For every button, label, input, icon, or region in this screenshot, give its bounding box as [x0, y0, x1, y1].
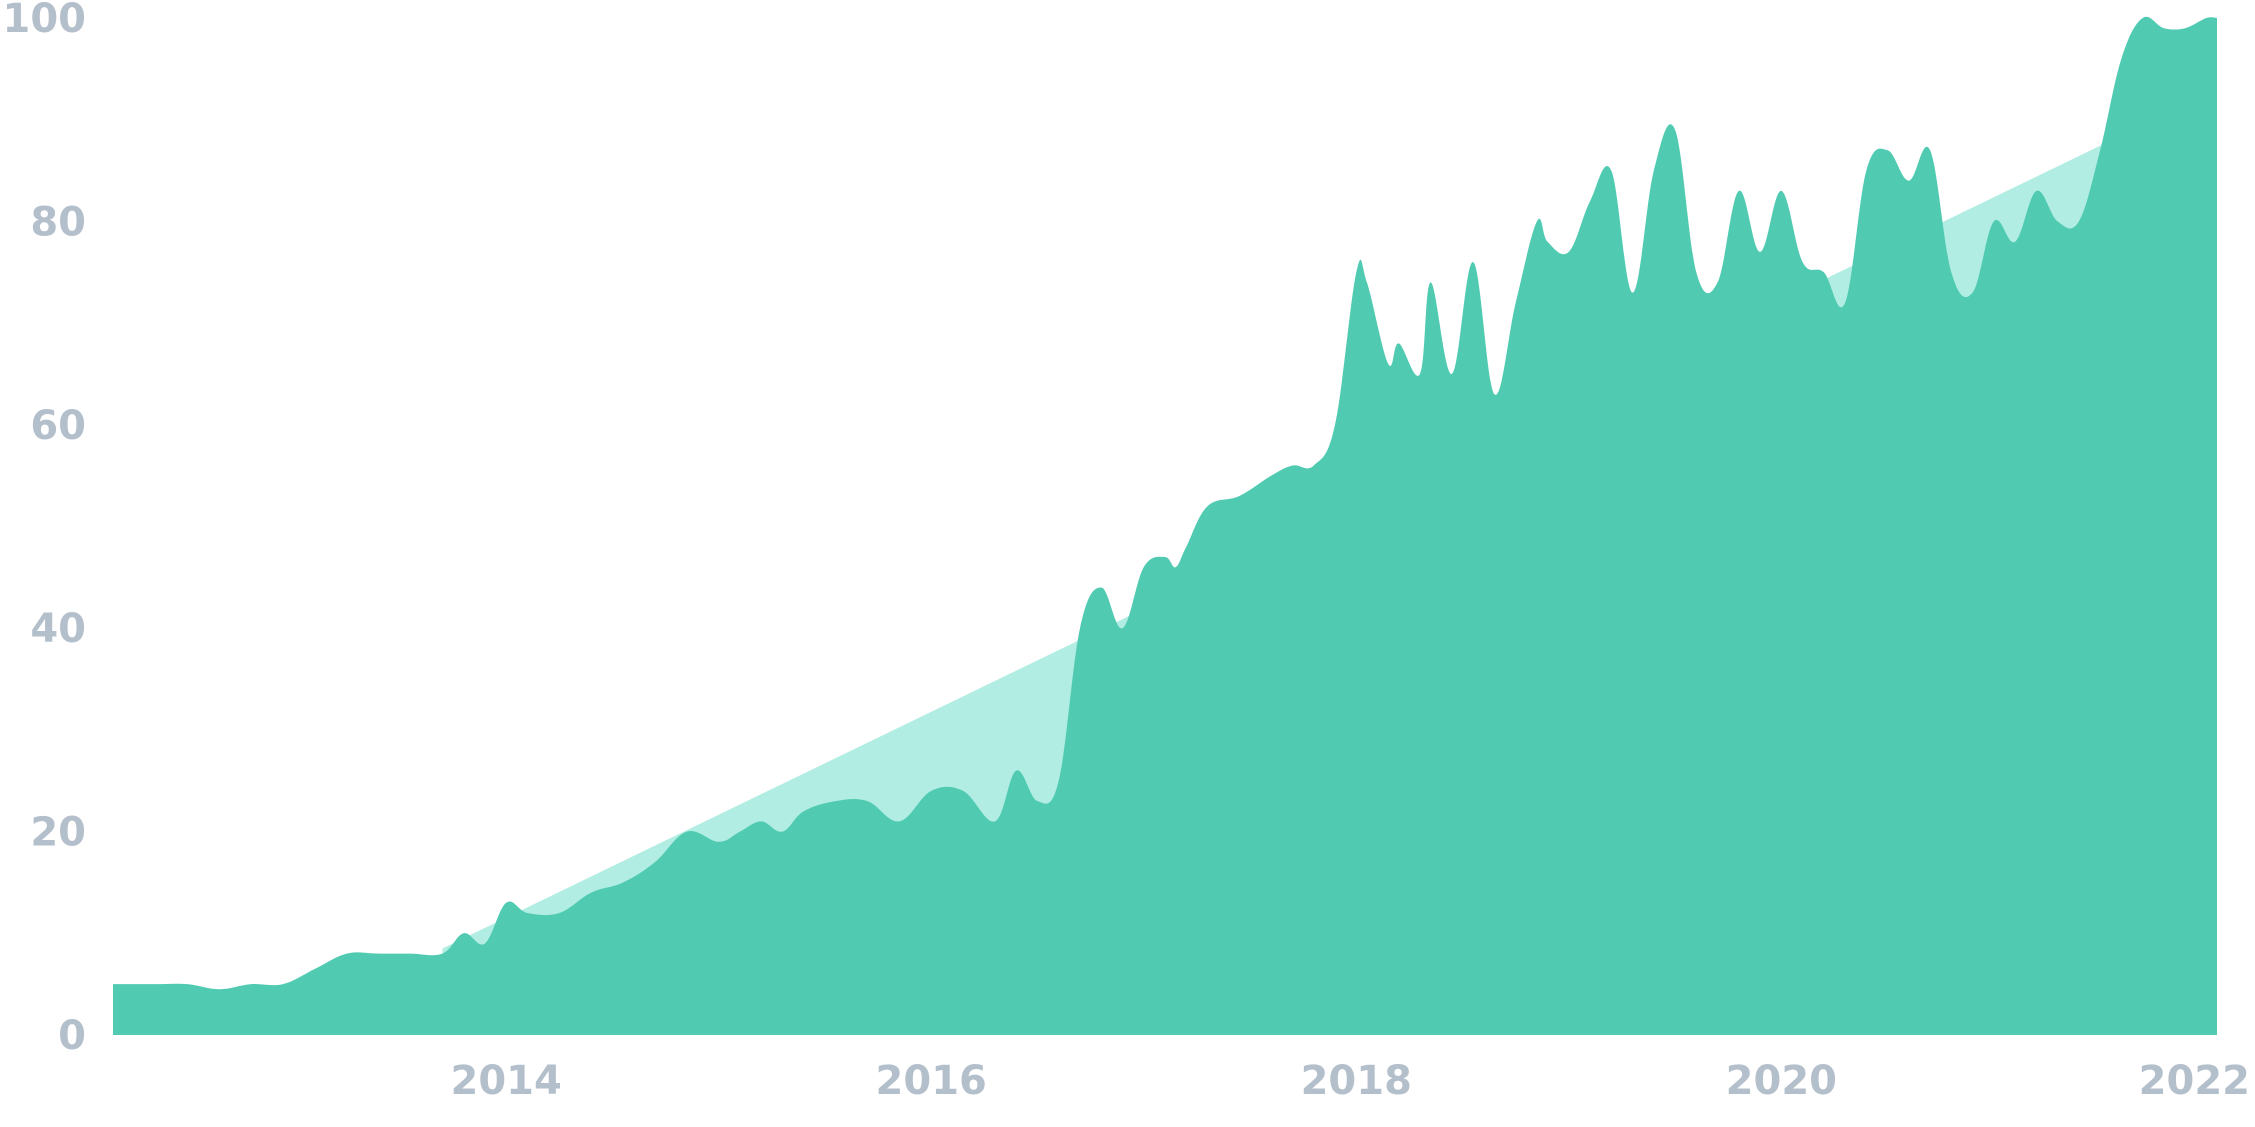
interest-area-shape	[113, 16, 2217, 1036]
y-tick-label: 0	[58, 1013, 86, 1059]
y-tick-label: 60	[30, 403, 86, 449]
x-tick-label: 2020	[1726, 1058, 1837, 1104]
x-tick-label: 2018	[1301, 1058, 1412, 1104]
series-area	[113, 16, 2217, 1036]
x-tick-label: 2022	[2139, 1058, 2250, 1104]
y-tick-label: 100	[3, 0, 87, 42]
x-axis-ticks: 2014 2016 2018 2020 2022	[451, 1058, 2250, 1104]
y-tick-label: 80	[30, 199, 86, 245]
x-tick-label: 2016	[876, 1058, 987, 1104]
y-axis-ticks: 0 20 40 60 80 100	[3, 0, 87, 1059]
y-tick-label: 40	[30, 606, 86, 652]
y-tick-label: 20	[30, 810, 86, 856]
x-tick-label: 2014	[451, 1058, 562, 1104]
